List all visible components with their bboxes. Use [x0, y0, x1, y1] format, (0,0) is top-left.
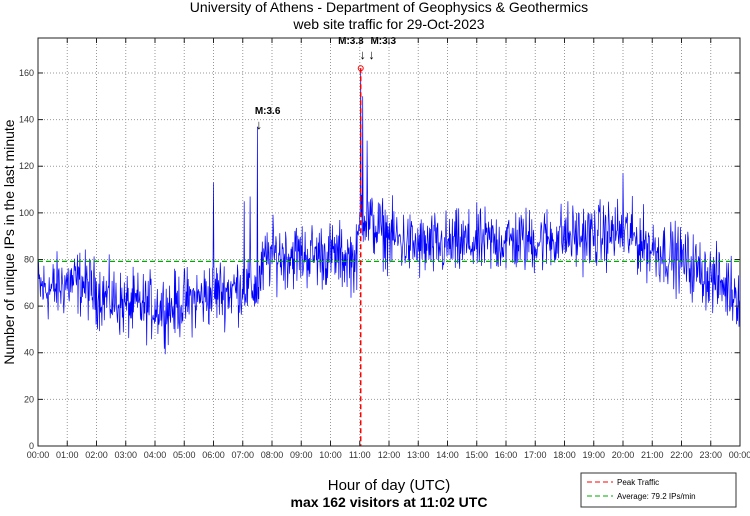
y-tick-label: 80 — [24, 254, 34, 264]
x-tick-label: 04:00 — [144, 450, 167, 460]
x-tick-label: 12:00 — [378, 450, 401, 460]
traffic-line — [37, 68, 741, 355]
x-axis-label: Hour of day (UTC) — [328, 477, 451, 494]
legend: Peak Traffic Average: 79.2 IPs/min — [580, 472, 737, 508]
x-tick-label: 11:00 — [349, 450, 371, 460]
x-tick-label: 21:00 — [641, 450, 664, 460]
x-tick-label: 10:00 — [319, 450, 342, 460]
x-tick-label: 00:00 — [729, 450, 750, 460]
annotation-label: M:3.3 — [338, 36, 364, 47]
plot-frame — [37, 37, 741, 447]
peak-marker — [357, 65, 364, 72]
x-tick-label: 01:00 — [56, 450, 79, 460]
x-tick-label: 20:00 — [612, 450, 635, 460]
y-axis-label: Number of unique IPs in the last minute — [1, 119, 17, 364]
x-tick-label: 05:00 — [173, 450, 196, 460]
y-tick-label: 40 — [24, 348, 34, 358]
y-tick-label: 0 — [29, 441, 34, 451]
y-tick-label: 100 — [19, 208, 34, 218]
annotation-label: M:3.3 — [370, 36, 396, 47]
y-tick-label: 120 — [19, 161, 34, 171]
legend-average-label: Average: 79.2 IPs/min — [617, 492, 696, 501]
x-tick-label: 07:00 — [231, 450, 254, 460]
annotation-arrow-icon: ↓ — [359, 47, 366, 62]
grid — [38, 38, 740, 446]
x-tick-label: 00:00 — [27, 450, 50, 460]
y-tick-label: 60 — [24, 301, 34, 311]
x-tick-label: 18:00 — [553, 450, 576, 460]
x-tick-label: 09:00 — [290, 450, 313, 460]
x-tick-label: 08:00 — [261, 450, 284, 460]
x-tick-label: 23:00 — [699, 450, 722, 460]
series-layer: ↓M:3.6↓M:3.3↓M:3.3 — [37, 36, 741, 446]
y-tick-label: 160 — [19, 68, 34, 78]
annotation-label: M:3.6 — [255, 106, 281, 117]
annotation-arrow-icon: ↓ — [368, 47, 375, 62]
x-tick-label: 13:00 — [407, 450, 430, 460]
x-tick-label: 03:00 — [114, 450, 137, 460]
x-tick-label: 02:00 — [85, 450, 108, 460]
x-tick-label: 14:00 — [436, 450, 459, 460]
y-tick-label: 20 — [24, 394, 34, 404]
chart-subtitle: web site traffic for 29-Oct-2023 — [292, 16, 484, 32]
y-tick-label: 140 — [19, 115, 34, 125]
x-tick-label: 15:00 — [465, 450, 488, 460]
annotation-arrow-icon: ↓ — [256, 117, 263, 132]
axis-ticks: 00:00 01:00 02:00 03:00 04:00 05:00 06:00 07:00… — [19, 38, 750, 460]
x-axis-sublabel: max 162 visitors at 11:02 UTC — [291, 494, 488, 510]
x-tick-label: 17:00 — [524, 450, 547, 460]
legend-peak-label: Peak Traffic — [617, 478, 659, 487]
x-tick-label: 19:00 — [582, 450, 605, 460]
x-tick-label: 06:00 — [202, 450, 225, 460]
chart-title: University of Athens - Department of Geo… — [190, 0, 588, 15]
x-tick-label: 22:00 — [670, 450, 693, 460]
x-tick-label: 16:00 — [495, 450, 518, 460]
